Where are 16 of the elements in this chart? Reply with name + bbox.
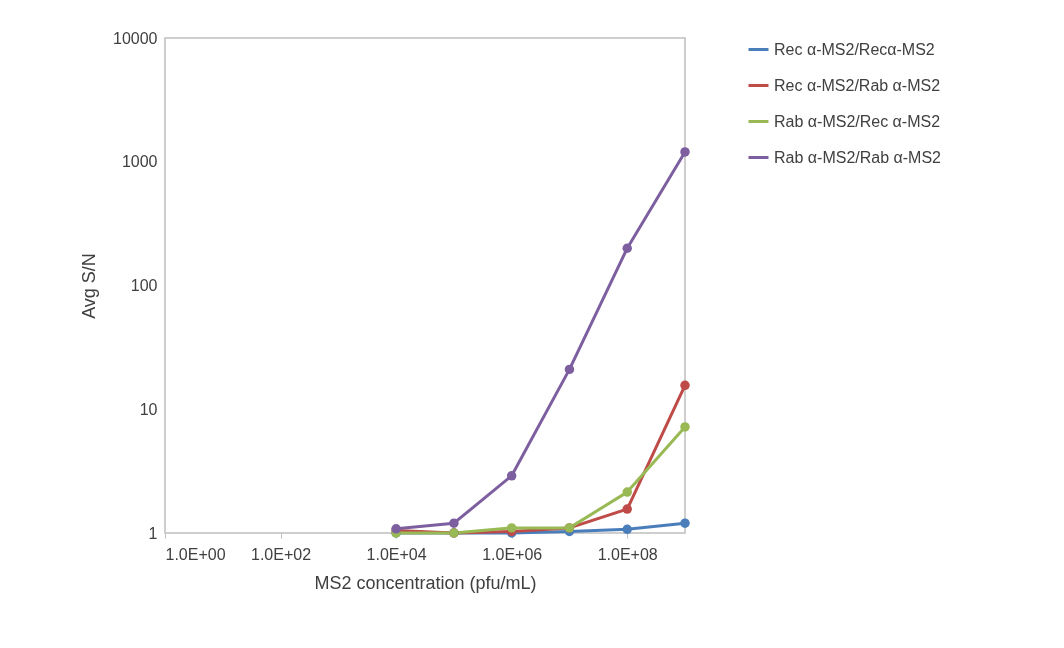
x-tick-label: 1.0E+00 [165, 545, 226, 563]
y-tick-label: 100 [130, 277, 158, 294]
y-tick-label: 1000 [121, 153, 158, 171]
legend-label: Rab α-MS2/Rab α-MS2 [774, 148, 942, 166]
legend-label: Rec α-MS2/Recα-MS2 [774, 40, 935, 58]
legend-label: Rab α-MS2/Rec α-MS2 [774, 112, 941, 130]
y-tick-label: 10 [139, 400, 158, 418]
x-axis-title: MS2 concentration (pfu/mL) [314, 572, 537, 593]
y-tick-label: 10000 [113, 29, 158, 47]
x-tick-label: 1.0E+04 [366, 545, 427, 563]
legend-label: Rec α-MS2/Rab α-MS2 [774, 76, 941, 94]
y-axis-title: Avg S/N [79, 253, 100, 319]
x-tick-label: 1.0E+02 [251, 545, 312, 563]
x-tick-label: 1.0E+06 [482, 545, 543, 563]
y-tick-label: 1 [148, 524, 158, 542]
x-tick-label: 1.0E+08 [597, 545, 658, 563]
